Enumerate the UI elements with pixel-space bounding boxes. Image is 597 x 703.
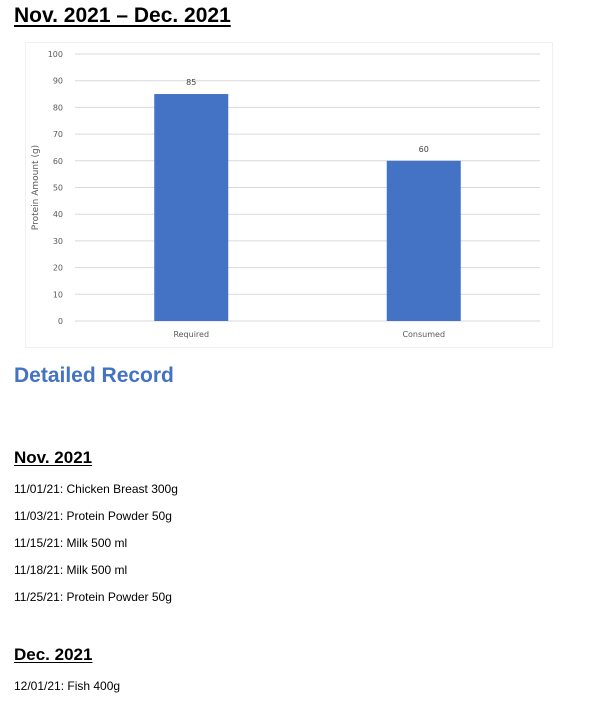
y-tick-label: 50 xyxy=(53,184,63,193)
y-tick-label: 60 xyxy=(53,157,63,166)
record-entry: 12/01/21: Fish 400g xyxy=(14,679,121,693)
bar-required xyxy=(154,94,229,321)
month-heading-nov: Nov. 2021 xyxy=(14,448,93,467)
data-label: 85 xyxy=(186,78,196,87)
x-tick-label: Consumed xyxy=(402,330,445,339)
record-entry: 11/03/21: Protein Powder 50g xyxy=(14,509,172,523)
y-tick-label: 10 xyxy=(53,290,63,299)
y-axis-label: Protein Amount (g) xyxy=(31,145,41,230)
y-tick-label: 70 xyxy=(53,130,63,139)
y-tick-label: 0 xyxy=(58,317,63,326)
record-entry: 11/01/21: Chicken Breast 300g xyxy=(14,482,178,496)
bar-consumed xyxy=(386,160,461,321)
y-tick-label: 90 xyxy=(53,77,63,86)
y-tick-label: 40 xyxy=(53,210,63,219)
chart-svg: 0 10 20 30 40 50 60 70 80 90 100 Protein Amount (g)… xyxy=(25,42,553,348)
y-tick-label: 100 xyxy=(48,50,63,59)
x-tick-label: Required xyxy=(173,330,209,339)
chart-border xyxy=(25,42,553,348)
month-heading-dec: Dec. 2021 xyxy=(14,645,93,664)
record-entry: 11/18/21: Milk 500 ml xyxy=(14,563,128,577)
record-entry: 11/25/21: Protein Powder 50g xyxy=(14,590,172,604)
detailed-record-heading: Detailed Record xyxy=(14,364,174,387)
data-label: 60 xyxy=(419,145,429,154)
y-tick-label: 30 xyxy=(53,237,63,246)
record-entry: 11/15/21: Milk 500 ml xyxy=(14,536,128,550)
protein-bar-chart: 0 10 20 30 40 50 60 70 80 90 100 Protein Amount (g)… xyxy=(25,42,553,348)
y-tick-label: 20 xyxy=(53,264,63,273)
page-title: Nov. 2021 – Dec. 2021 xyxy=(14,4,231,27)
y-tick-label: 80 xyxy=(53,103,63,112)
